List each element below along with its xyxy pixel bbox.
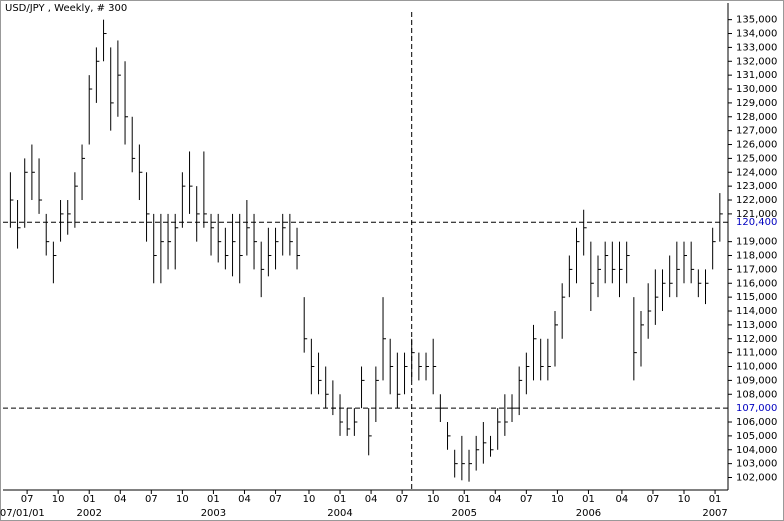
year-label: 2005: [452, 508, 477, 519]
x-tick-label: 04: [114, 494, 127, 505]
y-tick-label: 118,000: [736, 251, 777, 262]
chart-title: USD/JPY , Weekly, # 300: [5, 3, 127, 14]
x-tick-label: 01: [83, 494, 96, 505]
y-tick-label: 110,000: [736, 362, 777, 373]
x-tick-label: 10: [551, 494, 564, 505]
y-tick-label: 130,000: [736, 84, 777, 95]
x-tick-label: 04: [489, 494, 502, 505]
reference-label: 120,400: [736, 217, 777, 228]
x-tick-label: 07: [520, 494, 533, 505]
x-tick-label: 01: [709, 494, 722, 505]
y-tick-label: 106,000: [736, 417, 777, 428]
x-tick-label: 10: [427, 494, 440, 505]
year-label: 2007: [702, 508, 727, 519]
year-label: 2002: [76, 508, 101, 519]
y-tick-label: 126,000: [736, 140, 777, 151]
y-tick-label: 131,000: [736, 70, 777, 81]
y-tick-label: 127,000: [736, 126, 777, 137]
y-tick-label: 116,000: [736, 278, 777, 289]
x-tick-label: 01: [207, 494, 220, 505]
year-label: 2006: [576, 508, 601, 519]
x-tick-label: 10: [303, 494, 316, 505]
y-tick-label: 132,000: [736, 56, 777, 67]
y-tick-label: 108,000: [736, 389, 777, 400]
x-tick-label: 07: [21, 494, 34, 505]
reference-label: 107,000: [736, 403, 777, 414]
y-tick-label: 105,000: [736, 431, 777, 442]
y-tick-label: 134,000: [736, 29, 777, 40]
x-tick-label: 10: [176, 494, 189, 505]
year-label: 07/01/01: [0, 508, 45, 519]
y-tick-label: 121,000: [736, 209, 777, 220]
y-tick-label: 104,000: [736, 445, 777, 456]
y-tick-label: 133,000: [736, 42, 777, 53]
x-tick-label: 07: [647, 494, 660, 505]
y-tick-label: 128,000: [736, 112, 777, 123]
y-tick-label: 124,000: [736, 167, 777, 178]
x-tick-label: 10: [678, 494, 691, 505]
y-tick-label: 115,000: [736, 292, 777, 303]
x-tick-label: 04: [238, 494, 251, 505]
y-tick-label: 111,000: [736, 348, 777, 359]
y-tick-label: 114,000: [736, 306, 777, 317]
y-tick-label: 113,000: [736, 320, 777, 331]
year-label: 2004: [327, 508, 352, 519]
y-tick-label: 119,000: [736, 237, 777, 248]
y-tick-label: 109,000: [736, 375, 777, 386]
y-tick-label: 135,000: [736, 15, 777, 26]
y-tick-label: 112,000: [736, 334, 777, 345]
y-tick-label: 125,000: [736, 153, 777, 164]
x-tick-label: 04: [365, 494, 378, 505]
x-tick-label: 04: [616, 494, 629, 505]
x-tick-label: 01: [458, 494, 471, 505]
year-label: 2003: [201, 508, 226, 519]
x-tick-label: 01: [582, 494, 595, 505]
y-tick-label: 129,000: [736, 98, 777, 109]
x-tick-label: 01: [334, 494, 347, 505]
x-tick-label: 10: [52, 494, 65, 505]
y-tick-label: 117,000: [736, 264, 777, 275]
y-tick-label: 102,000: [736, 473, 777, 484]
y-tick-label: 123,000: [736, 181, 777, 192]
x-tick-label: 07: [145, 494, 158, 505]
y-tick-label: 103,000: [736, 459, 777, 470]
x-tick-label: 07: [269, 494, 282, 505]
y-tick-label: 122,000: [736, 195, 777, 206]
x-tick-label: 07: [396, 494, 409, 505]
